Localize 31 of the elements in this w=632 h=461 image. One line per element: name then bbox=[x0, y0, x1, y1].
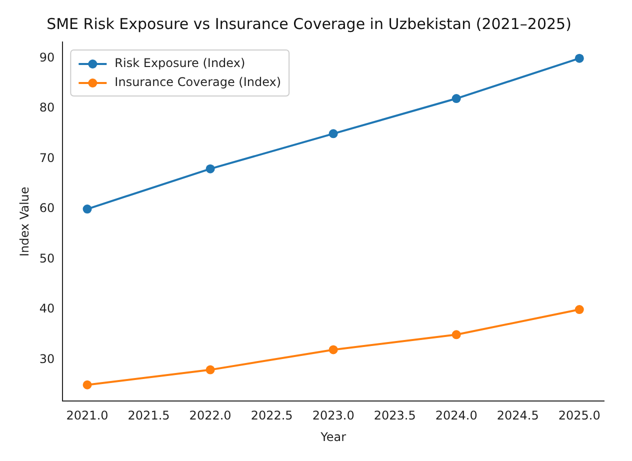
point bbox=[82, 204, 92, 214]
x-tick-label: 2025.0 bbox=[558, 408, 600, 423]
y-tick-label: 90 bbox=[39, 50, 55, 64]
point bbox=[452, 330, 461, 340]
y-axis-title: Index Value bbox=[17, 186, 32, 257]
y-tick-label: 30 bbox=[39, 352, 55, 366]
x-tick-label: 2024.5 bbox=[496, 408, 539, 423]
x-tick-label: 2021.0 bbox=[66, 408, 108, 423]
chart-title: SME Risk Exposure vs Insurance Coverage in Uzbekistan (2021–2025) bbox=[46, 14, 572, 33]
point bbox=[452, 94, 461, 104]
point bbox=[206, 365, 215, 374]
point bbox=[328, 345, 338, 354]
x-axis-title: Year bbox=[320, 430, 346, 444]
point bbox=[574, 54, 584, 63]
y-tick-label: 70 bbox=[39, 150, 55, 165]
y-tick-label: 80 bbox=[39, 100, 55, 115]
y-tick-label: 40 bbox=[39, 302, 55, 316]
point bbox=[82, 380, 92, 390]
point bbox=[574, 305, 584, 314]
legend-label: Risk Exposure (Index) bbox=[114, 56, 246, 70]
x-tick-label: 2023.5 bbox=[374, 408, 416, 423]
x-tick-label: 2021.5 bbox=[128, 408, 170, 423]
x-tick-label: 2024.0 bbox=[435, 408, 478, 423]
point bbox=[328, 129, 338, 138]
y-tick-label: 50 bbox=[39, 251, 55, 266]
legend-label: Insurance Coverage (Index) bbox=[114, 75, 282, 90]
x-tick-label: 2022.5 bbox=[250, 408, 293, 423]
point bbox=[206, 164, 215, 174]
x-tick-label: 2023.0 bbox=[312, 408, 354, 423]
y-tick-label: 60 bbox=[39, 201, 55, 216]
x-tick-label: 2022.0 bbox=[189, 408, 232, 423]
